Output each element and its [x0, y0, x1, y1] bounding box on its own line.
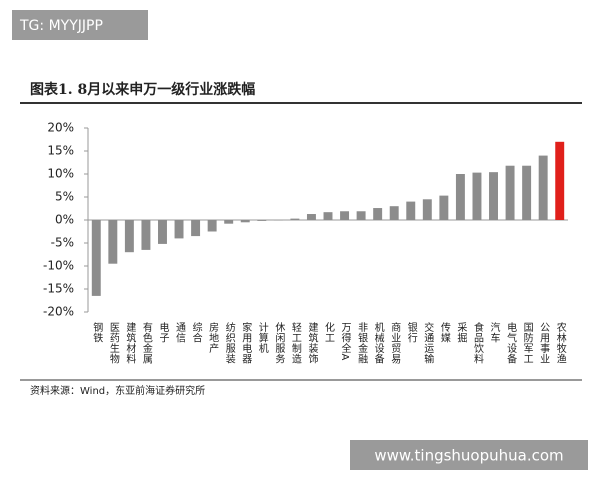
bar — [323, 212, 333, 220]
bar — [290, 218, 300, 220]
bar — [224, 220, 234, 224]
bar — [207, 220, 217, 232]
bar — [422, 199, 432, 220]
x-tick-label: 家用电器 — [240, 321, 252, 365]
x-tick-label: 交通运输 — [422, 321, 434, 365]
bar — [191, 220, 201, 237]
x-tick-label: 有色金属 — [140, 321, 152, 365]
x-tick-label: 化工 — [323, 321, 335, 343]
bar — [158, 220, 167, 244]
bar — [538, 155, 548, 220]
bar — [240, 220, 250, 223]
x-tick-label: 公用事业 — [538, 322, 550, 364]
y-tick-label: -15% — [43, 282, 74, 296]
x-tick-label: 国防军工 — [521, 322, 533, 364]
x-tick-label: 机械设备 — [372, 321, 384, 365]
y-tick-label: -20% — [43, 305, 74, 319]
watermark-text: www.tingshuopuhua.com — [374, 447, 563, 465]
bar — [340, 211, 350, 220]
x-tick-label: 非银金融 — [356, 322, 368, 365]
bar — [389, 206, 399, 220]
x-tick-label: 休闲服务 — [273, 322, 285, 365]
y-tick-label: 0% — [55, 213, 74, 227]
bar — [257, 220, 267, 221]
x-tick-label: 食品饮料 — [471, 321, 483, 365]
bar — [356, 211, 366, 220]
bar — [522, 165, 532, 220]
bar — [91, 220, 101, 296]
bar — [406, 201, 416, 220]
y-tick-label: -10% — [43, 259, 74, 273]
x-tick-label: 计算机 — [256, 321, 268, 354]
bar — [108, 220, 118, 264]
x-tick-label: 通信 — [174, 322, 186, 344]
watermark-text: TG: MYYJJPP — [19, 18, 103, 34]
x-tick-label: 电气设备 — [505, 321, 517, 365]
x-tick-label: 医药生物 — [107, 322, 119, 365]
x-tick-label: 银行 — [405, 321, 417, 344]
x-tick-label: 建筑装饰 — [306, 321, 318, 365]
x-tick-label: 传媒 — [438, 322, 450, 344]
x-tick-label: 万得全A — [339, 322, 351, 361]
x-tick-label: 农林牧渔 — [554, 321, 566, 365]
x-tick-label: 商业贸易 — [389, 321, 401, 365]
bar — [439, 195, 449, 220]
bar — [555, 141, 565, 220]
bar — [455, 174, 465, 220]
x-tick-label: 钢铁 — [91, 321, 103, 344]
bar — [306, 214, 316, 220]
x-tick-label: 电子 — [157, 321, 169, 343]
bar — [505, 165, 515, 220]
bar — [174, 220, 184, 239]
y-tick-label: 20% — [47, 121, 74, 135]
watermark-box — [12, 10, 148, 40]
y-tick-label: -5% — [51, 236, 74, 250]
x-tick-label: 轻工制造 — [289, 321, 301, 364]
bar — [472, 172, 482, 220]
bar — [124, 220, 134, 253]
x-tick-label: 综合 — [190, 321, 202, 344]
chart-title: 图表1. 8月以来申万一级行业涨跌幅 — [30, 81, 255, 98]
y-tick-label: 5% — [55, 190, 74, 204]
x-tick-label: 房地产 — [207, 321, 219, 354]
y-tick-label: 15% — [47, 144, 74, 158]
x-tick-label: 纺织服装 — [223, 321, 235, 365]
y-tick-label: 10% — [47, 167, 74, 181]
x-tick-label: 建筑材料 — [124, 321, 136, 365]
bar — [141, 220, 151, 250]
bar — [373, 208, 383, 220]
source: 资料来源：Wind，东亚前海证券研究所 — [30, 384, 205, 397]
bar — [489, 172, 498, 220]
watermark-box — [350, 440, 588, 470]
x-tick-label: 汽车 — [488, 321, 500, 344]
x-tick-label: 采掘 — [455, 322, 467, 344]
